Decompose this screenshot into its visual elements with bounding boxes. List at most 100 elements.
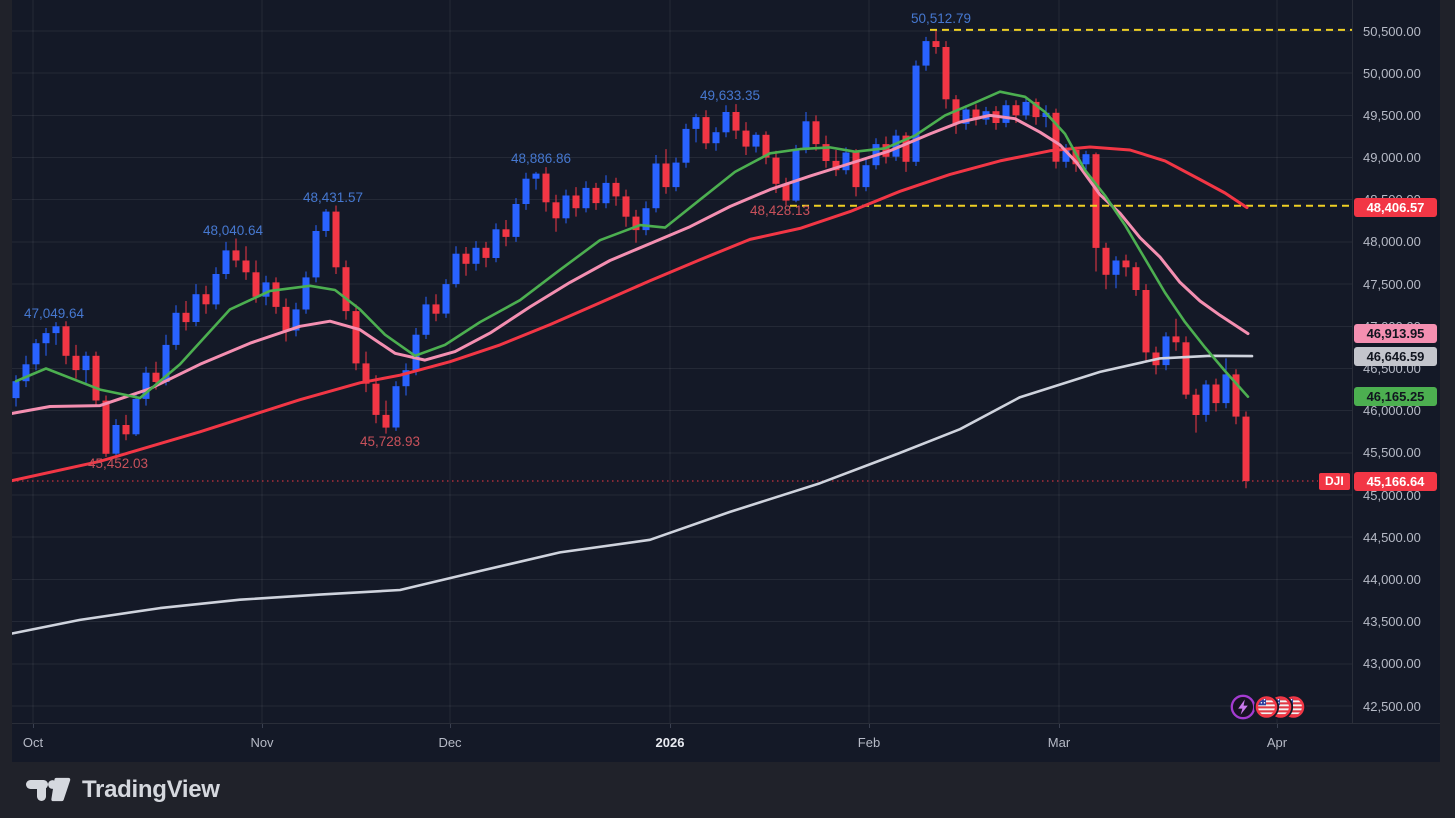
candle-down: [942, 47, 950, 100]
candle-up: [222, 250, 230, 274]
time-axis-label-oct: Oct: [22, 735, 44, 750]
candle-down: [782, 183, 790, 201]
price-tick-label: 43,500.00: [1363, 614, 1421, 630]
candle-up: [912, 65, 920, 162]
us-flag-icon: [1253, 694, 1280, 720]
candle-up: [1082, 154, 1090, 165]
candle-down: [432, 304, 440, 314]
candle-down: [1122, 260, 1130, 268]
candle-up: [142, 372, 150, 399]
candle-up: [642, 208, 650, 231]
candle-up: [402, 370, 410, 387]
candle-down: [932, 41, 940, 47]
high-price-label: 48,040.64: [203, 223, 264, 238]
candle-down: [1192, 394, 1200, 415]
candle-down: [702, 117, 710, 144]
candle-up: [392, 386, 400, 428]
candle-down: [1092, 154, 1100, 248]
time-tick: [1059, 724, 1060, 728]
price-badge-green[interactable]: 46,165.25: [1354, 387, 1437, 407]
candle-down: [1172, 336, 1180, 343]
candle-down: [592, 187, 600, 204]
candle-down: [812, 121, 820, 145]
candle-up: [792, 150, 800, 201]
candle-down: [732, 112, 740, 131]
price-tick-label: 50,000.00: [1363, 65, 1421, 81]
candle-up: [892, 135, 900, 157]
price-badge-red[interactable]: 48,406.57: [1354, 198, 1437, 218]
price-badge-pink[interactable]: 46,913.95: [1354, 324, 1437, 344]
low-price-label: 45,728.93: [360, 434, 420, 449]
candle-up: [262, 282, 270, 297]
candle-down: [462, 253, 470, 264]
candle-down: [1132, 267, 1140, 290]
candle-up: [82, 355, 90, 371]
left-frame: [0, 0, 12, 762]
candle-up: [52, 326, 60, 334]
candle-up: [12, 381, 20, 399]
high-price-label: 49,633.35: [700, 88, 760, 103]
candle-up: [132, 398, 140, 435]
time-axis[interactable]: Oct Nov Dec 2026 Feb Mar Apr: [12, 723, 1440, 762]
candle-down: [382, 414, 390, 428]
candle-up: [512, 204, 520, 237]
candle-down: [1072, 150, 1080, 165]
price-tick-label: 47,500.00: [1363, 276, 1421, 292]
candle-down: [1142, 290, 1150, 353]
candle-down: [612, 182, 620, 197]
candle-up: [1202, 384, 1210, 415]
candle-up: [472, 247, 480, 264]
candle-up: [1002, 105, 1010, 123]
candle-down: [332, 211, 340, 268]
candle-down: [1052, 112, 1060, 162]
candle-down: [352, 311, 360, 364]
candle-up: [112, 425, 120, 454]
data-source-icons: [1228, 689, 1310, 730]
candle-up: [922, 41, 930, 66]
candle-down: [972, 109, 980, 120]
candle-down: [232, 250, 240, 261]
candle-up: [522, 178, 530, 204]
price-chart[interactable]: 47,049.64 45,452.03 48,040.64 48,431.57 45,7…: [0, 0, 1352, 723]
candle-up: [712, 132, 720, 144]
time-axis-label-apr: Apr: [1266, 735, 1288, 750]
candle-up: [1062, 150, 1070, 162]
tradingview-brand[interactable]: TradingView: [26, 776, 220, 804]
symbol-tag[interactable]: DJI: [1319, 472, 1350, 490]
candle-down: [62, 326, 70, 356]
candle-down: [542, 173, 550, 203]
price-tick-label: 48,000.00: [1363, 234, 1421, 250]
ma-mid-pink-line: [2, 113, 1250, 417]
candle-down: [1182, 342, 1190, 395]
candle-up: [682, 128, 690, 163]
candle-up: [322, 211, 330, 231]
price-axis[interactable]: 50,500.0050,000.0049,500.0049,000.0048,5…: [1352, 0, 1440, 723]
candle-up: [652, 163, 660, 209]
candle-down: [662, 163, 670, 188]
price-badge-red[interactable]: 45,166.64: [1354, 471, 1437, 491]
candle-down: [902, 135, 910, 162]
price-tick-label: 50,500.00: [1363, 23, 1421, 39]
right-frame: [1440, 0, 1455, 762]
time-tick: [670, 724, 671, 728]
lightning-bolt-icon: [1238, 699, 1248, 715]
candle-down: [832, 160, 840, 171]
price-tick-label: 49,000.00: [1363, 150, 1421, 166]
candle-down: [272, 282, 280, 307]
price-badge-gray[interactable]: 46,646.59: [1354, 346, 1437, 366]
candle-up: [422, 304, 430, 335]
price-tick-label: 45,500.00: [1363, 445, 1421, 461]
candle-down: [72, 355, 80, 371]
time-tick: [262, 724, 263, 728]
candle-up: [532, 173, 540, 179]
candle-down: [242, 260, 250, 273]
high-price-label: 48,886.86: [511, 151, 571, 166]
ma-long-white-line: [2, 354, 1254, 637]
candle-up: [302, 277, 310, 310]
high-price-label: 47,049.64: [24, 306, 85, 321]
candle-up: [212, 274, 220, 305]
candle-down: [882, 144, 890, 157]
candle-down: [552, 202, 560, 219]
time-axis-label-2026: 2026: [655, 735, 685, 750]
candle-down: [102, 400, 110, 454]
